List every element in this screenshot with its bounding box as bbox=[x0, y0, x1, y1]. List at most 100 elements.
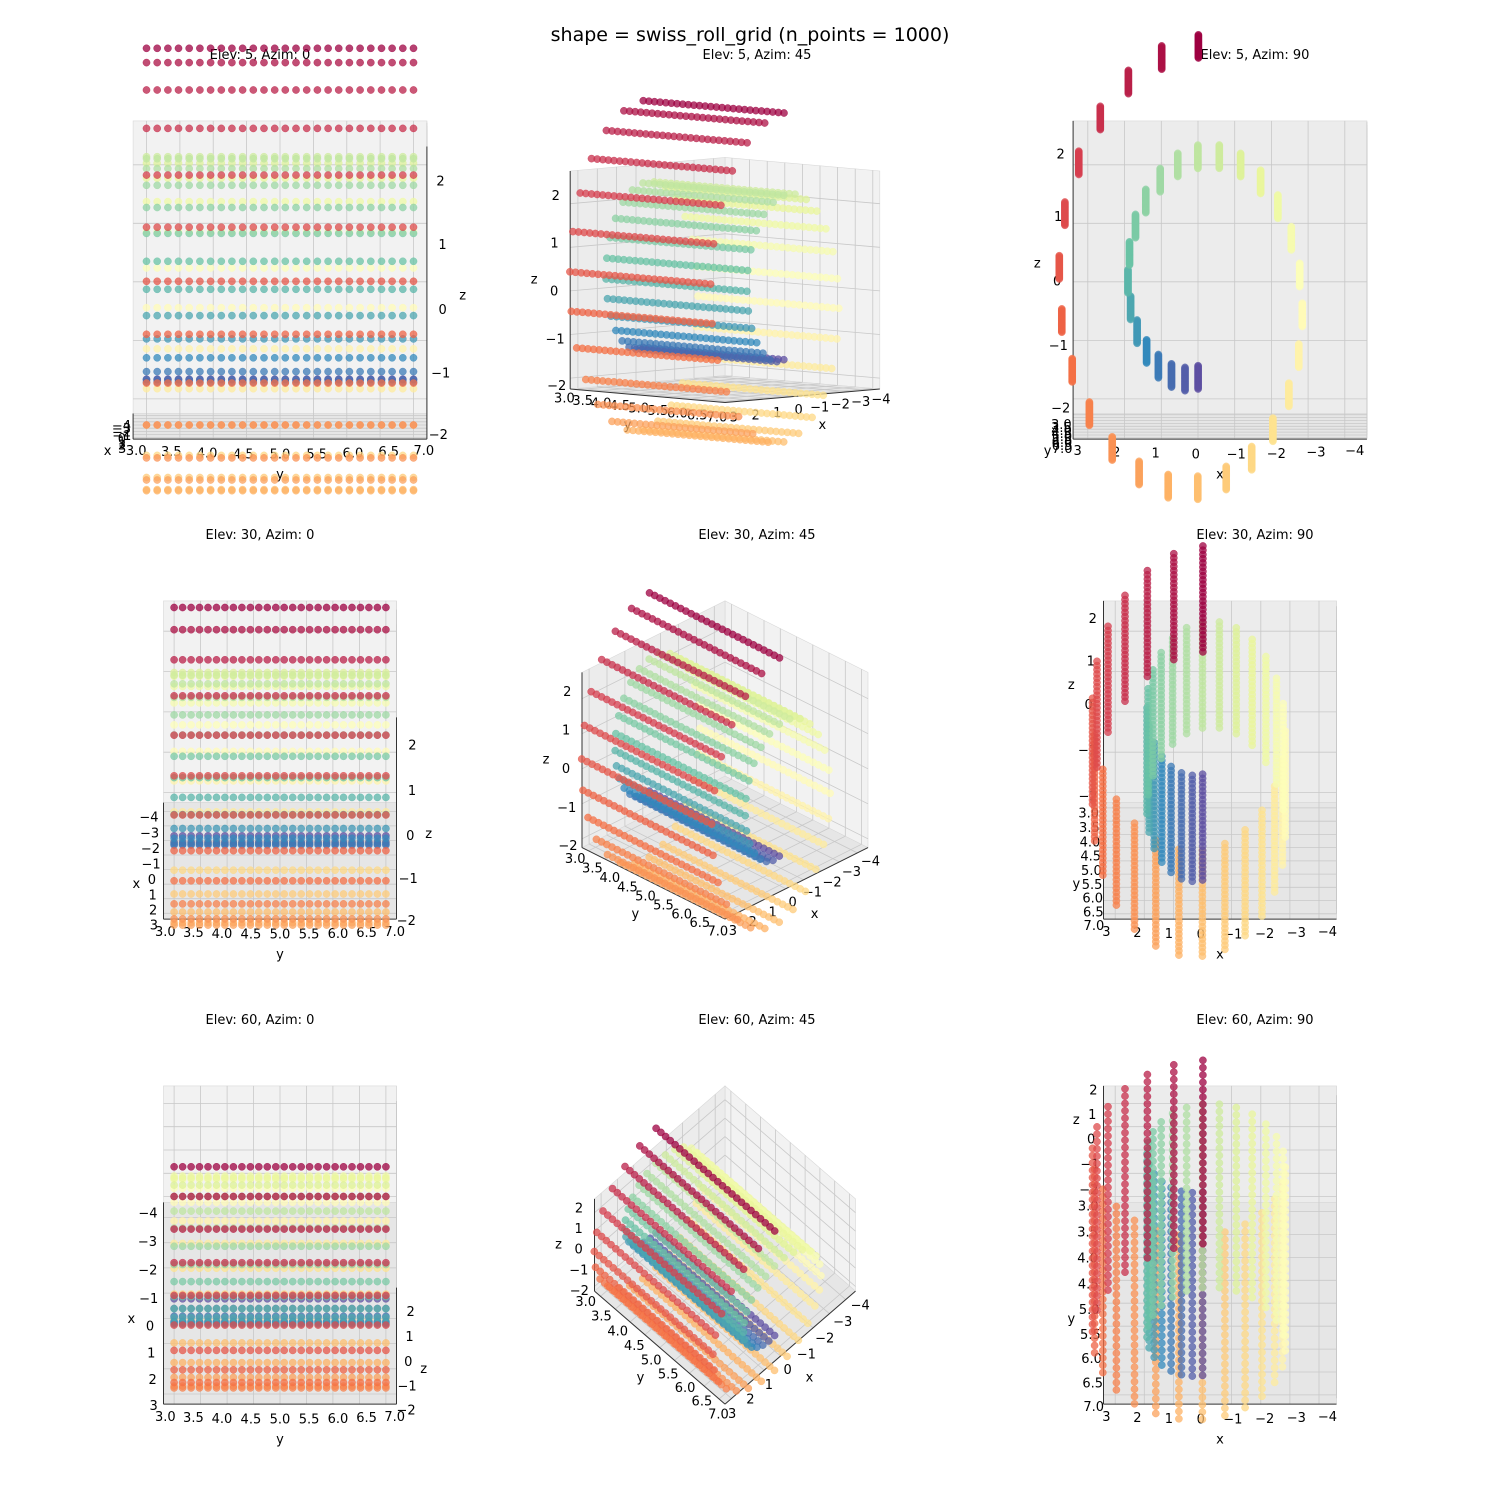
data-point bbox=[212, 900, 221, 908]
data-point bbox=[185, 353, 193, 362]
data-point bbox=[270, 44, 279, 53]
data-point bbox=[1194, 385, 1202, 393]
data-point bbox=[789, 905, 797, 914]
data-point bbox=[366, 257, 375, 266]
x-tick-label: −2 bbox=[141, 842, 160, 857]
x-tick-label: −2 bbox=[823, 875, 842, 890]
data-point bbox=[345, 124, 354, 133]
data-point bbox=[164, 124, 172, 133]
data-point bbox=[314, 846, 322, 855]
data-point bbox=[322, 680, 331, 688]
data-point bbox=[185, 181, 193, 190]
data-point bbox=[142, 223, 151, 231]
data-point bbox=[292, 86, 300, 94]
data-point bbox=[356, 877, 365, 885]
data-point bbox=[366, 264, 375, 272]
data-point bbox=[366, 86, 375, 94]
data-point bbox=[174, 379, 183, 387]
data-point bbox=[398, 58, 407, 67]
data-point bbox=[178, 671, 187, 680]
data-point bbox=[356, 124, 364, 133]
data-point bbox=[212, 656, 221, 664]
data-point bbox=[270, 303, 279, 312]
data-point bbox=[174, 154, 183, 163]
data-point bbox=[164, 154, 172, 163]
data-point bbox=[178, 824, 187, 833]
data-point bbox=[260, 223, 268, 231]
data-point bbox=[206, 124, 215, 133]
data-point bbox=[373, 625, 382, 634]
data-point bbox=[280, 656, 289, 664]
data-point bbox=[1125, 261, 1134, 269]
data-point bbox=[356, 908, 365, 916]
data-point bbox=[398, 486, 407, 495]
data-point bbox=[221, 721, 229, 729]
data-point bbox=[254, 656, 263, 664]
data-point bbox=[249, 476, 258, 484]
data-point bbox=[377, 311, 386, 320]
data-point bbox=[292, 379, 300, 387]
data-point bbox=[195, 731, 204, 740]
data-point bbox=[238, 367, 247, 376]
data-point bbox=[764, 438, 772, 447]
data-point bbox=[345, 171, 354, 179]
data-point bbox=[398, 379, 407, 387]
data-point bbox=[271, 625, 280, 634]
data-point bbox=[246, 846, 255, 855]
data-point bbox=[280, 671, 289, 680]
data-point bbox=[187, 711, 195, 719]
data-point bbox=[382, 890, 390, 898]
data-point bbox=[238, 44, 247, 53]
data-point bbox=[313, 257, 322, 266]
data-point bbox=[292, 303, 300, 312]
data-point bbox=[339, 811, 348, 819]
data-point bbox=[260, 486, 268, 495]
data-point bbox=[254, 877, 263, 885]
data-point bbox=[280, 772, 289, 780]
data-point bbox=[164, 58, 172, 67]
data-point bbox=[153, 58, 161, 67]
data-point bbox=[334, 58, 343, 67]
data-point bbox=[260, 171, 268, 179]
data-point bbox=[238, 124, 247, 133]
data-point bbox=[365, 846, 373, 855]
data-point bbox=[185, 171, 193, 179]
data-point bbox=[377, 124, 386, 133]
z-tick-label: 1 bbox=[408, 784, 416, 799]
data-point bbox=[238, 311, 247, 320]
data-point bbox=[356, 86, 364, 94]
x-axis-label: x bbox=[811, 907, 819, 922]
data-point bbox=[238, 811, 246, 819]
data-point bbox=[178, 603, 187, 612]
data-point bbox=[382, 900, 390, 908]
data-point bbox=[345, 311, 354, 320]
data-point bbox=[345, 367, 354, 376]
data-point bbox=[263, 752, 272, 761]
data-point bbox=[305, 711, 314, 719]
data-point bbox=[206, 277, 215, 286]
data-point bbox=[246, 890, 255, 898]
data-point bbox=[324, 44, 332, 53]
data-point bbox=[229, 877, 238, 885]
data-point bbox=[1298, 322, 1307, 331]
data-point bbox=[249, 44, 258, 53]
data-point bbox=[334, 367, 343, 376]
data-point bbox=[229, 846, 238, 855]
data-point bbox=[1124, 289, 1132, 297]
data-point bbox=[281, 344, 290, 353]
data-point bbox=[229, 731, 238, 740]
data-point bbox=[373, 811, 382, 819]
data-point bbox=[297, 890, 306, 898]
data-point bbox=[260, 264, 268, 272]
data-point bbox=[270, 154, 279, 163]
data-point bbox=[1285, 402, 1293, 411]
data-point bbox=[348, 603, 356, 612]
data-point bbox=[206, 454, 215, 462]
data-point bbox=[409, 171, 418, 179]
data-point bbox=[356, 476, 364, 484]
data-point bbox=[288, 811, 297, 819]
data-point bbox=[260, 124, 268, 133]
data-point bbox=[204, 680, 212, 688]
data-point bbox=[206, 303, 215, 312]
data-point bbox=[305, 824, 314, 833]
